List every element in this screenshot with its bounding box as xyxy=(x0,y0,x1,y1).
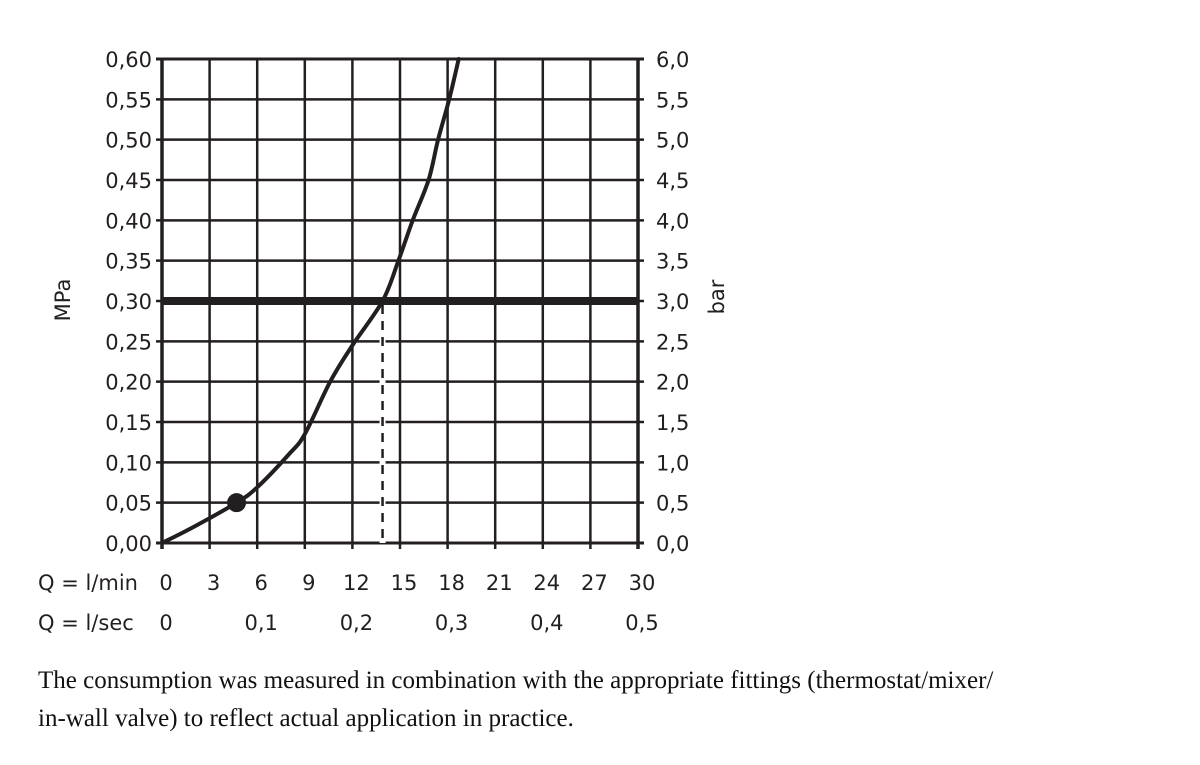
x-axis-title-lsec: Q = l/sec xyxy=(38,611,134,635)
caption-line-2: in-wall valve) to reflect actual applica… xyxy=(38,705,574,732)
x-tick-label-lsec: 0,1 xyxy=(244,611,277,635)
y-tick-label-bar: 0,5 xyxy=(656,492,689,516)
x-tick-label-lsec: 0,3 xyxy=(435,611,468,635)
y-tick-label-bar: 2,5 xyxy=(656,330,689,354)
caption-line-1: The consumption was measured in combinat… xyxy=(38,667,994,694)
y-axis-right-bar: 0,0 0,5 1,0 1,5 2,0 2,5 3,0 3,5 4,0 4,5 5,0 5,5 6,0 xyxy=(656,48,689,556)
y-tick-label-bar: 4,0 xyxy=(656,209,689,233)
x-tick-label-lmin: 24 xyxy=(533,571,560,595)
flow-curve xyxy=(160,57,461,545)
y-tick-label-bar: 6,0 xyxy=(656,48,689,72)
y-tick-label-bar: 1,0 xyxy=(656,451,689,475)
y-tick-label-bar: 5,5 xyxy=(656,88,689,112)
pressure-flow-chart: 0,000,050,100,150,200,250,300,350,400,45… xyxy=(38,48,729,635)
x-axis-lsec: 0 0,1 0,2 0,3 0,4 0,5 xyxy=(159,611,658,635)
x-tick-label-lmin: 6 xyxy=(255,571,268,595)
x-tick-label-lmin: 15 xyxy=(391,571,418,595)
x-tick-label-lmin: 30 xyxy=(629,571,656,595)
x-tick-label-lsec: 0,2 xyxy=(340,611,373,635)
x-tick-label-lsec: 0,5 xyxy=(625,611,658,635)
y-tick-label-mpa: 0,05 xyxy=(105,492,152,516)
x-tick-label-lmin: 27 xyxy=(581,571,608,595)
y-tick-label-mpa: 0,10 xyxy=(105,451,152,475)
x-axis-lmin: 0 3 6 9 12 15 18 21 24 27 30 xyxy=(159,571,655,595)
x-tick-label-lsec: 0,4 xyxy=(530,611,563,635)
x-tick-label-lmin: 18 xyxy=(438,571,465,595)
y-tick-label-bar: 4,5 xyxy=(656,169,689,193)
y-tick-label-mpa: 0,15 xyxy=(105,411,152,435)
y-tick-label-mpa: 0,50 xyxy=(105,129,152,153)
min-flow-marker xyxy=(227,493,247,513)
y-tick-label-mpa: 0,20 xyxy=(105,371,152,395)
x-tick-label-lsec: 0 xyxy=(159,611,172,635)
y-tick-label-mpa: 0,40 xyxy=(105,209,152,233)
chart-caption: The consumption was measured in combinat… xyxy=(38,662,1178,738)
y-tick-label-mpa: 0,30 xyxy=(105,290,152,314)
x-axis-title-lmin: Q = l/min xyxy=(38,571,138,595)
x-tick-label-lmin: 21 xyxy=(486,571,513,595)
y-tick-label-mpa: 0,55 xyxy=(105,88,152,112)
y-tick-label-bar: 3,5 xyxy=(656,250,689,274)
x-tick-label-lmin: 12 xyxy=(343,571,370,595)
y-tick-label-mpa: 0,45 xyxy=(105,169,152,193)
y-tick-label-bar: 3,0 xyxy=(656,290,689,314)
x-tick-label-lmin: 0 xyxy=(159,571,172,595)
y-tick-label-bar: 1,5 xyxy=(656,411,689,435)
y-tick-label-bar: 5,0 xyxy=(656,129,689,153)
x-tick-label-lmin: 3 xyxy=(207,571,220,595)
y-axis-left-mpa: 0,00 0,05 0,10 0,15 0,20 0,25 0,30 0,35 0,40 0,45… xyxy=(105,48,152,556)
y-tick-label-mpa: 0,35 xyxy=(105,250,152,274)
y-tick-label-bar: 2,0 xyxy=(656,371,689,395)
y-tick-label-mpa: 0,25 xyxy=(105,330,152,354)
y-axis-title-left: MPa xyxy=(51,279,75,322)
y-tick-label-bar: 0,0 xyxy=(656,532,689,556)
x-tick-label-lmin: 9 xyxy=(302,571,315,595)
y-tick-label-mpa: 0,00 xyxy=(105,532,152,556)
y-tick-label-mpa: 0,60 xyxy=(105,48,152,72)
y-axis-title-right: bar xyxy=(705,279,729,314)
reference-lines xyxy=(162,297,638,543)
